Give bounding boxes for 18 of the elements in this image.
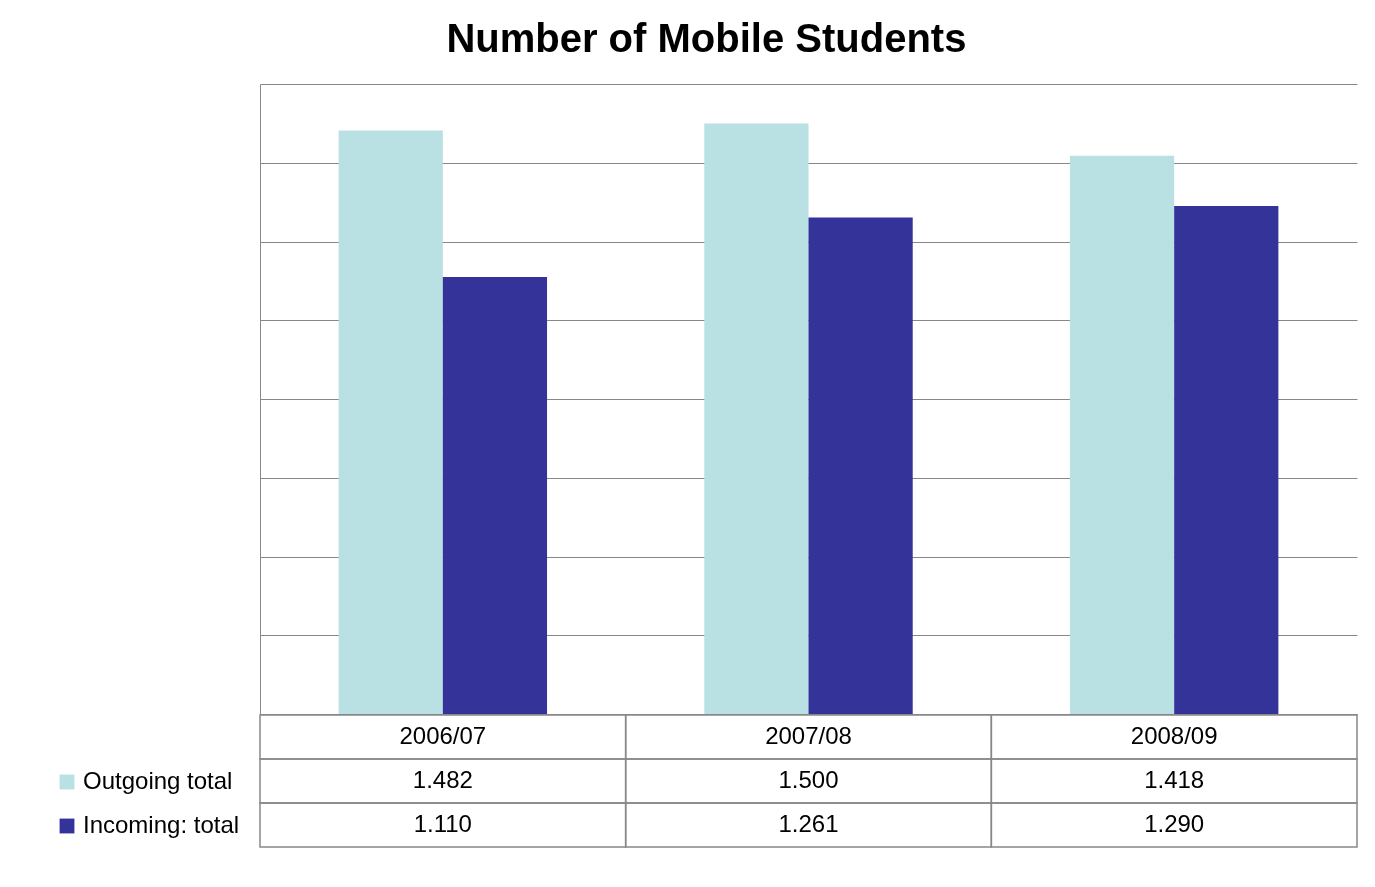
chart-title: Number of Mobile Students — [446, 16, 967, 60]
data-label: 1.290 — [1144, 810, 1205, 837]
data-label: 1.482 — [412, 766, 473, 793]
bar — [808, 217, 913, 714]
x-tick-label: 2006/07 — [399, 722, 487, 749]
data-label: 1.500 — [778, 766, 839, 793]
legend-label: Incoming: total — [83, 811, 240, 838]
bar — [704, 123, 809, 714]
x-tick-label: 2008/09 — [1130, 722, 1218, 749]
data-label: 1.261 — [778, 810, 839, 837]
bar — [442, 276, 548, 714]
bar — [1069, 155, 1175, 714]
bar — [338, 130, 443, 714]
data-label: 1.110 — [413, 810, 472, 837]
legend-label: Outgoing total — [83, 767, 233, 794]
data-label: 1.418 — [1144, 766, 1205, 793]
bar — [1174, 206, 1279, 714]
x-tick-label: 2007/08 — [765, 722, 852, 749]
